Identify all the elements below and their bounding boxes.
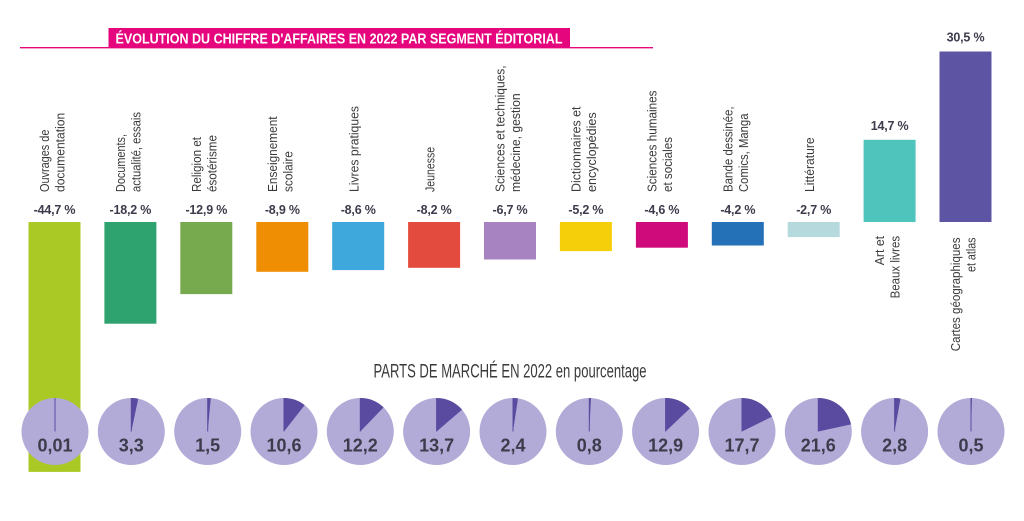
svg-text:0,8: 0,8	[577, 436, 602, 456]
svg-text:-44,7 %: -44,7 %	[34, 203, 76, 217]
svg-text:13,7: 13,7	[419, 436, 454, 456]
svg-text:2,4: 2,4	[500, 436, 525, 456]
svg-text:médecine, gestion: médecine, gestion	[508, 93, 523, 192]
svg-text:-8,2 %: -8,2 %	[417, 203, 452, 217]
svg-text:-6,7 %: -6,7 %	[493, 203, 528, 217]
svg-text:Sciences et techniques,: Sciences et techniques,	[493, 65, 508, 192]
svg-text:encyclopédies: encyclopédies	[584, 112, 599, 192]
svg-text:-5,2 %: -5,2 %	[568, 203, 603, 217]
svg-text:-12,9 %: -12,9 %	[185, 203, 227, 217]
svg-text:Bande dessinée,: Bande dessinée,	[720, 106, 735, 192]
svg-text:Littérature: Littérature	[802, 137, 817, 192]
svg-text:1,5: 1,5	[195, 436, 220, 456]
svg-text:21,6: 21,6	[801, 436, 836, 456]
svg-text:-4,6 %: -4,6 %	[644, 203, 679, 217]
svg-text:Religion et: Religion et	[189, 137, 204, 192]
svg-text:Beaux livres: Beaux livres	[888, 235, 903, 298]
svg-text:-8,6 %: -8,6 %	[341, 203, 376, 217]
svg-text:et atlas: et atlas	[964, 237, 979, 272]
svg-text:0,5: 0,5	[958, 436, 983, 456]
svg-text:12,2: 12,2	[343, 436, 378, 456]
svg-text:actualité, essais: actualité, essais	[128, 112, 143, 192]
svg-text:et sociales: et sociales	[660, 137, 675, 192]
svg-text:documentation: documentation	[53, 113, 68, 192]
svg-text:Sciences humaines: Sciences humaines	[644, 90, 659, 192]
svg-text:ésotérisme: ésotérisme	[204, 135, 219, 192]
svg-text:-18,2 %: -18,2 %	[110, 203, 152, 217]
svg-text:Comics, Manga: Comics, Manga	[736, 113, 751, 192]
svg-text:ÉVOLUTION DU CHIFFRE D'AFFAIRE: ÉVOLUTION DU CHIFFRE D'AFFAIRES EN 2022 …	[116, 31, 563, 48]
svg-text:Livres pratiques: Livres pratiques	[347, 106, 362, 192]
svg-text:Documents,: Documents,	[113, 134, 128, 192]
svg-text:-8,9 %: -8,9 %	[265, 203, 300, 217]
svg-text:PARTS DE MARCHÉ EN 2022 en pou: PARTS DE MARCHÉ EN 2022 en pourcentage	[374, 362, 647, 383]
svg-text:-2,7 %: -2,7 %	[796, 203, 831, 217]
svg-text:10,6: 10,6	[266, 436, 301, 456]
svg-text:Ouvrages de: Ouvrages de	[37, 130, 52, 192]
svg-text:Cartes géographiques: Cartes géographiques	[948, 237, 963, 351]
svg-text:Dictionnaires et: Dictionnaires et	[568, 106, 583, 192]
svg-text:17,7: 17,7	[724, 436, 759, 456]
svg-text:3,3: 3,3	[119, 436, 144, 456]
svg-text:-4,2 %: -4,2 %	[720, 203, 755, 217]
svg-text:12,9: 12,9	[648, 436, 683, 456]
svg-text:2,8: 2,8	[882, 436, 907, 456]
svg-text:30,5 %: 30,5 %	[947, 31, 985, 45]
svg-text:0,01: 0,01	[37, 436, 72, 456]
svg-text:Art et: Art et	[872, 236, 887, 266]
svg-text:scolaire: scolaire	[280, 151, 295, 192]
svg-text:Enseignement: Enseignement	[265, 116, 280, 192]
svg-text:14,7 %: 14,7 %	[871, 119, 909, 133]
svg-text:Jeunesse: Jeunesse	[423, 147, 438, 192]
